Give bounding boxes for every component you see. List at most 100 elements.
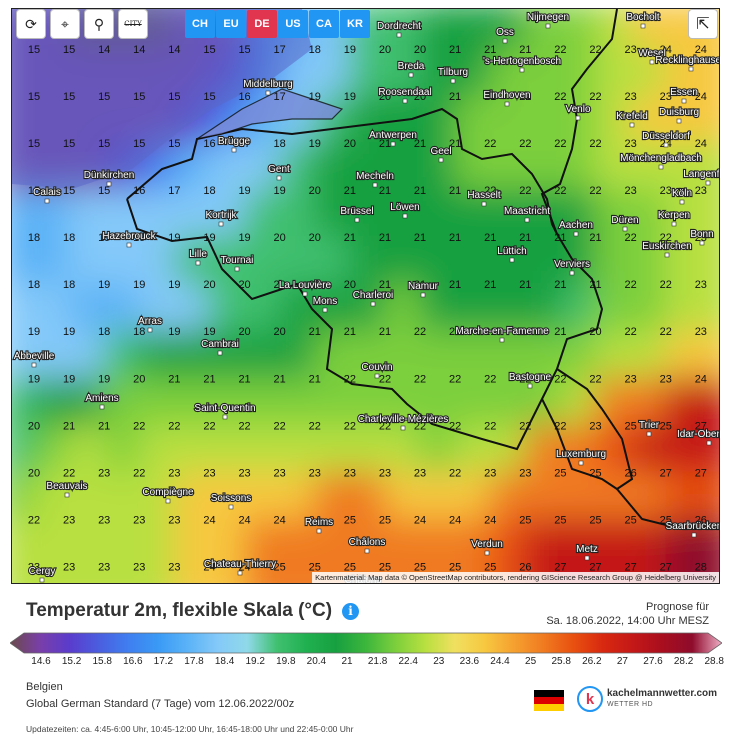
city-label[interactable]: Löwen (389, 201, 421, 214)
share-icon[interactable]: ⇱ (689, 10, 717, 38)
location-pin-icon[interactable]: ⌖ (51, 10, 79, 38)
city-label[interactable]: Luxemburg (555, 448, 607, 461)
region-eu-button[interactable]: EU (216, 10, 246, 38)
grid-value: 23 (63, 514, 75, 526)
city-label[interactable]: Eindhoven (482, 89, 531, 102)
region-ca-button[interactable]: CA (309, 10, 339, 38)
city-label[interactable]: Aachen (558, 219, 594, 232)
city-label[interactable]: Verdun (470, 538, 504, 551)
city-label[interactable]: La Louvière (278, 279, 333, 292)
weather-map[interactable]: 15 15 14 14 14 15 15 17 18 19 20 20 21 21 21 22 22 23 24 24… (11, 8, 720, 584)
city-label[interactable]: Cergy (28, 565, 57, 578)
city-toggle-button[interactable]: CITY (119, 10, 147, 38)
city-label[interactable]: Kerpen (657, 209, 691, 222)
grid-value: 22 (660, 232, 672, 244)
grid-value: 22 (519, 91, 531, 103)
grid-value: 19 (168, 326, 180, 338)
city-label[interactable]: Breda (397, 60, 426, 73)
region-kr-button[interactable]: KR (340, 10, 370, 38)
city-label[interactable]: Dünkirchen (83, 169, 136, 182)
city-label[interactable]: Recklinghausen (654, 54, 720, 67)
info-icon[interactable]: i (342, 602, 360, 620)
city-label[interactable]: Krefeld (615, 110, 649, 123)
city-label[interactable]: Reims (304, 516, 335, 529)
refresh-icon[interactable]: ⟳ (17, 10, 45, 38)
grid-value: 21 (449, 326, 461, 338)
city-label[interactable]: Wesel (637, 47, 667, 60)
scale-tick-label: 22.4 (398, 656, 418, 667)
region-us-button[interactable]: US (278, 10, 308, 38)
city-label[interactable]: Bocholt (625, 11, 661, 24)
city-label[interactable]: Dordrecht (376, 20, 422, 33)
city-label[interactable]: 's-Hertogenbosch (482, 55, 562, 68)
grid-value: 20 (379, 91, 391, 103)
city-label[interactable]: Venlo (564, 103, 592, 116)
grid-value: 21 (379, 279, 391, 291)
city-label[interactable]: Saint-Quentin (193, 402, 256, 415)
grid-value: 19 (98, 279, 110, 291)
city-label[interactable]: Charleroi (352, 289, 395, 302)
sea-area (12, 9, 312, 189)
city-label[interactable]: Brüssel (339, 205, 375, 218)
city-label[interactable]: Nijmegen (526, 11, 570, 24)
city-label[interactable]: Chateau-Thierry (203, 558, 277, 571)
city-label[interactable]: Compiègne (141, 486, 195, 499)
city-marker-icon (420, 292, 426, 298)
city-label[interactable]: Verviers (553, 258, 591, 271)
city-label[interactable]: Mönchengladbach (619, 152, 703, 165)
region-de-button[interactable]: DE (247, 10, 277, 38)
city-marker-icon (519, 67, 525, 73)
region-ch-button[interactable]: CH (185, 10, 215, 38)
grid-value: 17 (274, 91, 286, 103)
city-label[interactable]: Düren (610, 214, 639, 227)
city-label[interactable]: Gent (267, 163, 291, 176)
city-label[interactable]: Düsseldorf (641, 130, 691, 143)
grid-value: 18 (309, 44, 321, 56)
city-label[interactable]: Charleville-Mézières (357, 413, 450, 426)
city-label[interactable]: Arras (137, 315, 163, 328)
city-label[interactable]: Duisburg (658, 106, 700, 119)
city-label[interactable]: Brügge (217, 135, 252, 148)
city-label[interactable]: Namur (407, 280, 440, 293)
city-label[interactable]: Marche-en-Famenne (454, 325, 550, 338)
city-label[interactable]: Euskirchen (641, 240, 693, 253)
city-label[interactable]: Antwerpen (368, 129, 418, 142)
city-label[interactable]: Kortrijk (204, 209, 238, 222)
city-label[interactable]: Maastricht (503, 205, 552, 218)
city-label[interactable]: Bonn (689, 228, 715, 241)
city-label[interactable]: Mons (312, 295, 339, 308)
city-label[interactable]: Idar-Oberstein (676, 428, 720, 441)
city-label[interactable]: Saarbrücken (665, 520, 720, 533)
city-label[interactable]: Beauvais (45, 480, 88, 493)
city-label[interactable]: Hazebrouck (101, 230, 158, 243)
city-label[interactable]: Soissons (210, 492, 253, 505)
city-label[interactable]: Köln (671, 187, 693, 200)
city-label[interactable]: Tournai (219, 254, 254, 267)
city-label[interactable]: Hasselt (466, 189, 502, 202)
city-label[interactable]: Châlons (348, 536, 387, 549)
city-label[interactable]: Metz (575, 543, 599, 556)
city-label[interactable]: Cambrai (200, 338, 240, 351)
city-label[interactable]: Roosendaal (377, 86, 433, 99)
city-label[interactable]: Middelburg (242, 78, 294, 91)
forecast-time: Prognose für Sa. 18.06.2022, 14:00 Uhr M… (546, 600, 709, 628)
city-label[interactable]: Essen (669, 86, 699, 99)
brand-logo[interactable]: k kachelmannwetter.com WETTER HD (577, 686, 717, 712)
city-label[interactable]: Lüttich (496, 245, 528, 258)
city-label[interactable]: Trier (638, 419, 661, 432)
city-label[interactable]: Abbeville (13, 350, 56, 363)
city-label[interactable]: Geel (429, 145, 452, 158)
zoom-icon[interactable]: ⚲ (85, 10, 113, 38)
city-label[interactable]: Oss (495, 26, 515, 39)
city-label[interactable]: Couvin (360, 361, 393, 374)
city-label[interactable]: Lille (188, 248, 208, 261)
grid-value: 21 (449, 91, 461, 103)
city-label[interactable]: Langenfeld (682, 168, 720, 181)
city-label[interactable]: Bastogne (508, 371, 553, 384)
city-label[interactable]: Tilburg (437, 66, 469, 79)
city-label[interactable]: Calais (32, 186, 62, 199)
city-label[interactable]: Mecheln (355, 170, 395, 183)
scale-tick-label: 14.6 (31, 656, 51, 667)
city-label[interactable]: Amiens (84, 392, 120, 405)
grid-value: 23 (344, 467, 356, 479)
